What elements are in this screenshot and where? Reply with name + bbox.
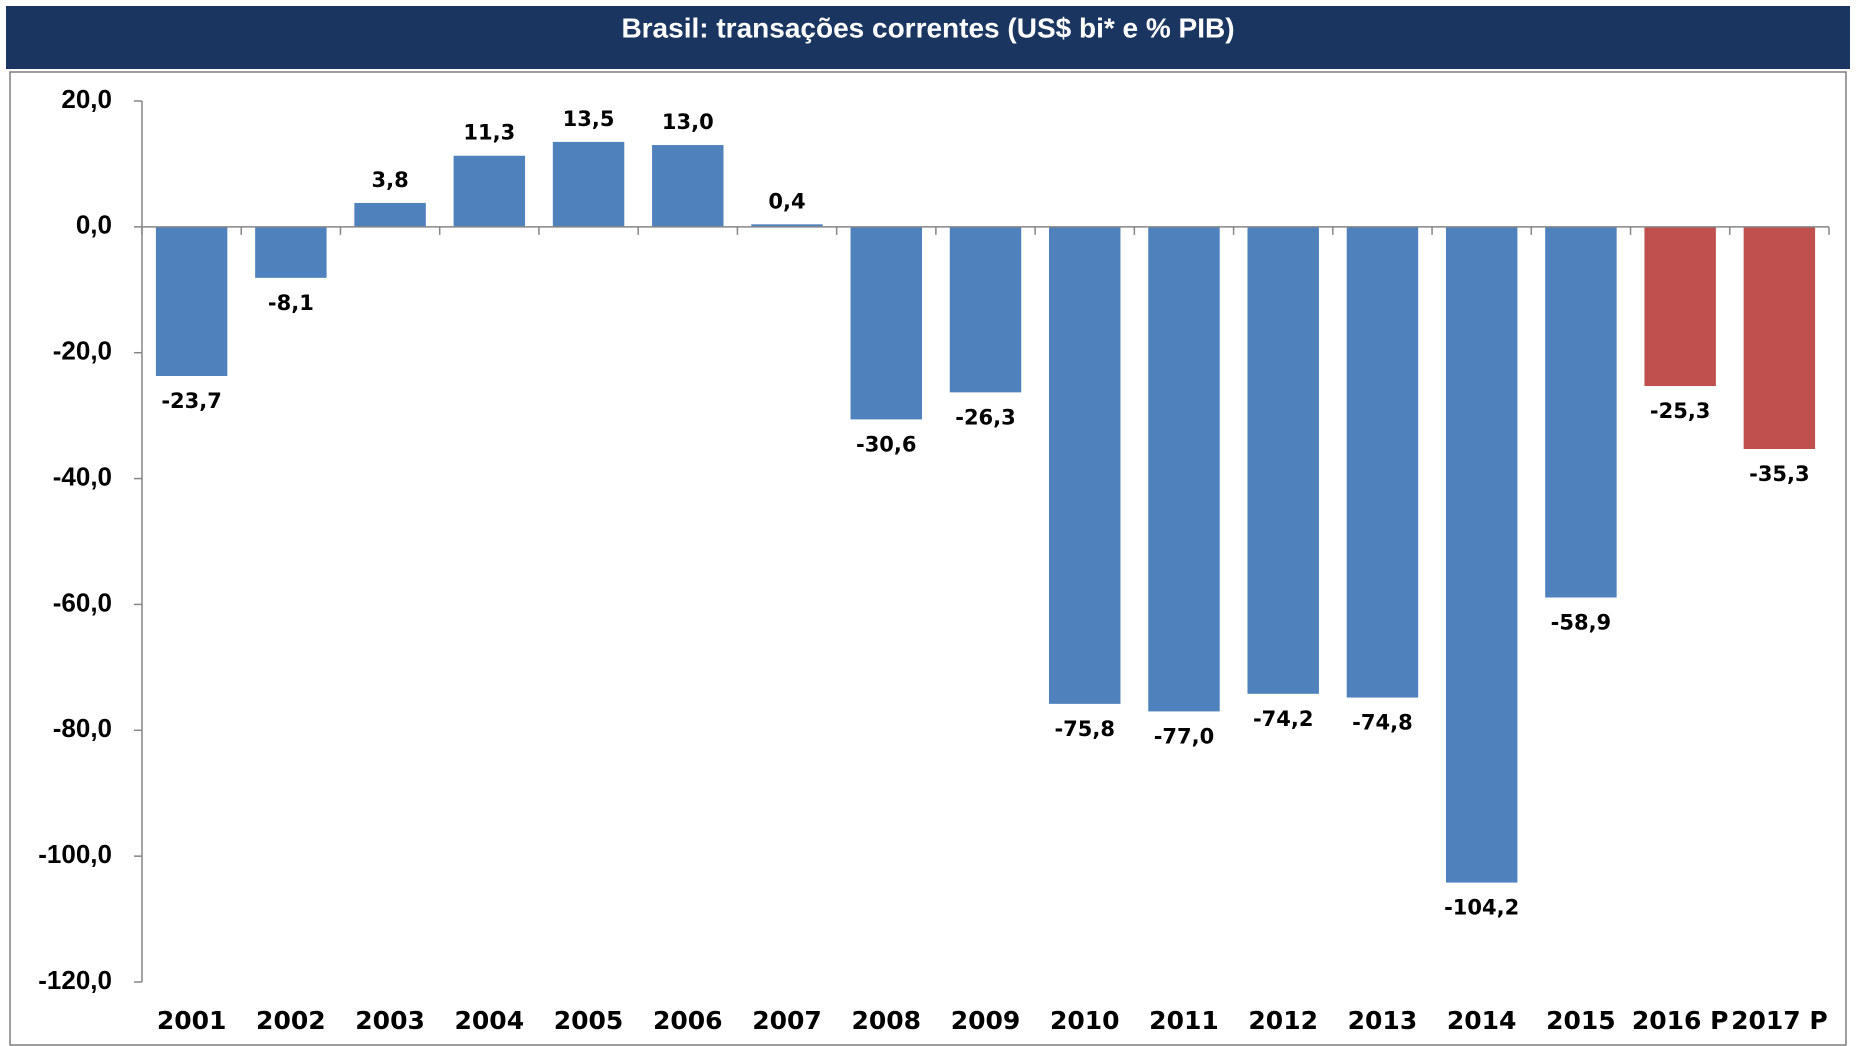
chart-border — [9, 71, 1847, 1046]
x-tick-label: 2016 P — [1632, 1006, 1729, 1035]
y-tick-label: 20,0 — [61, 84, 112, 114]
value-label: 13,0 — [662, 110, 714, 134]
value-label: -58,9 — [1551, 611, 1612, 635]
value-label: -77,0 — [1154, 724, 1215, 748]
bar — [652, 145, 724, 227]
value-label: -25,3 — [1650, 399, 1711, 423]
y-tick-label: -80,0 — [53, 713, 112, 743]
y-tick-label: -100,0 — [38, 839, 112, 869]
bar — [453, 155, 526, 227]
value-label: -30,6 — [856, 432, 917, 456]
value-label: -35,3 — [1749, 462, 1810, 486]
bar — [155, 226, 228, 376]
x-tick-label: 2014 — [1447, 1006, 1517, 1035]
x-tick-label: 2001 — [157, 1006, 227, 1035]
x-tick-label: 2010 — [1050, 1006, 1120, 1035]
bar — [552, 141, 625, 227]
x-tick-label: 2009 — [951, 1006, 1021, 1035]
bar — [1148, 226, 1220, 712]
bar — [850, 226, 922, 420]
value-label: -26,3 — [955, 405, 1016, 429]
value-label: -104,2 — [1444, 896, 1519, 920]
x-tick-label: 2017 P — [1731, 1006, 1828, 1035]
x-tick-label: 2008 — [851, 1006, 921, 1035]
value-label: 11,3 — [463, 121, 515, 145]
bar — [1445, 226, 1518, 883]
value-label: -74,2 — [1253, 707, 1314, 731]
y-tick-label: 0,0 — [76, 210, 112, 240]
x-tick-label: 2002 — [256, 1006, 326, 1035]
x-tick-label: 2007 — [752, 1006, 822, 1035]
bar — [1644, 226, 1716, 387]
y-tick-label: -20,0 — [53, 336, 112, 366]
value-label: 13,5 — [563, 107, 615, 131]
x-tick-label: 2004 — [455, 1006, 525, 1035]
x-tick-label: 2015 — [1546, 1006, 1616, 1035]
bar — [1049, 226, 1121, 704]
x-tick-label: 2005 — [554, 1006, 624, 1035]
x-tick-label: 2011 — [1149, 1006, 1219, 1035]
y-tick-label: -40,0 — [53, 461, 112, 491]
y-tick-label: -120,0 — [38, 965, 112, 995]
value-label: -23,7 — [161, 389, 222, 413]
value-label: -75,8 — [1054, 717, 1115, 741]
bar — [1247, 226, 1319, 694]
x-tick-label: 2006 — [653, 1006, 723, 1035]
bar — [751, 224, 823, 227]
bar — [1743, 226, 1816, 449]
title-band — [6, 6, 1850, 69]
chart-title: Brasil: transações correntes (US$ bi* e … — [621, 12, 1234, 43]
bar — [949, 226, 1022, 393]
bar — [354, 202, 426, 227]
y-tick-label: -60,0 — [53, 587, 112, 617]
value-label: -74,8 — [1352, 711, 1413, 735]
value-label: 3,8 — [371, 168, 408, 192]
x-tick-label: 2012 — [1248, 1006, 1318, 1035]
x-tick-label: 2013 — [1348, 1006, 1418, 1035]
value-label: -8,1 — [268, 291, 314, 315]
bar — [1346, 226, 1419, 698]
bar — [255, 226, 327, 278]
value-label: 0,4 — [768, 189, 805, 213]
bar — [1545, 226, 1617, 598]
x-tick-label: 2003 — [355, 1006, 425, 1035]
